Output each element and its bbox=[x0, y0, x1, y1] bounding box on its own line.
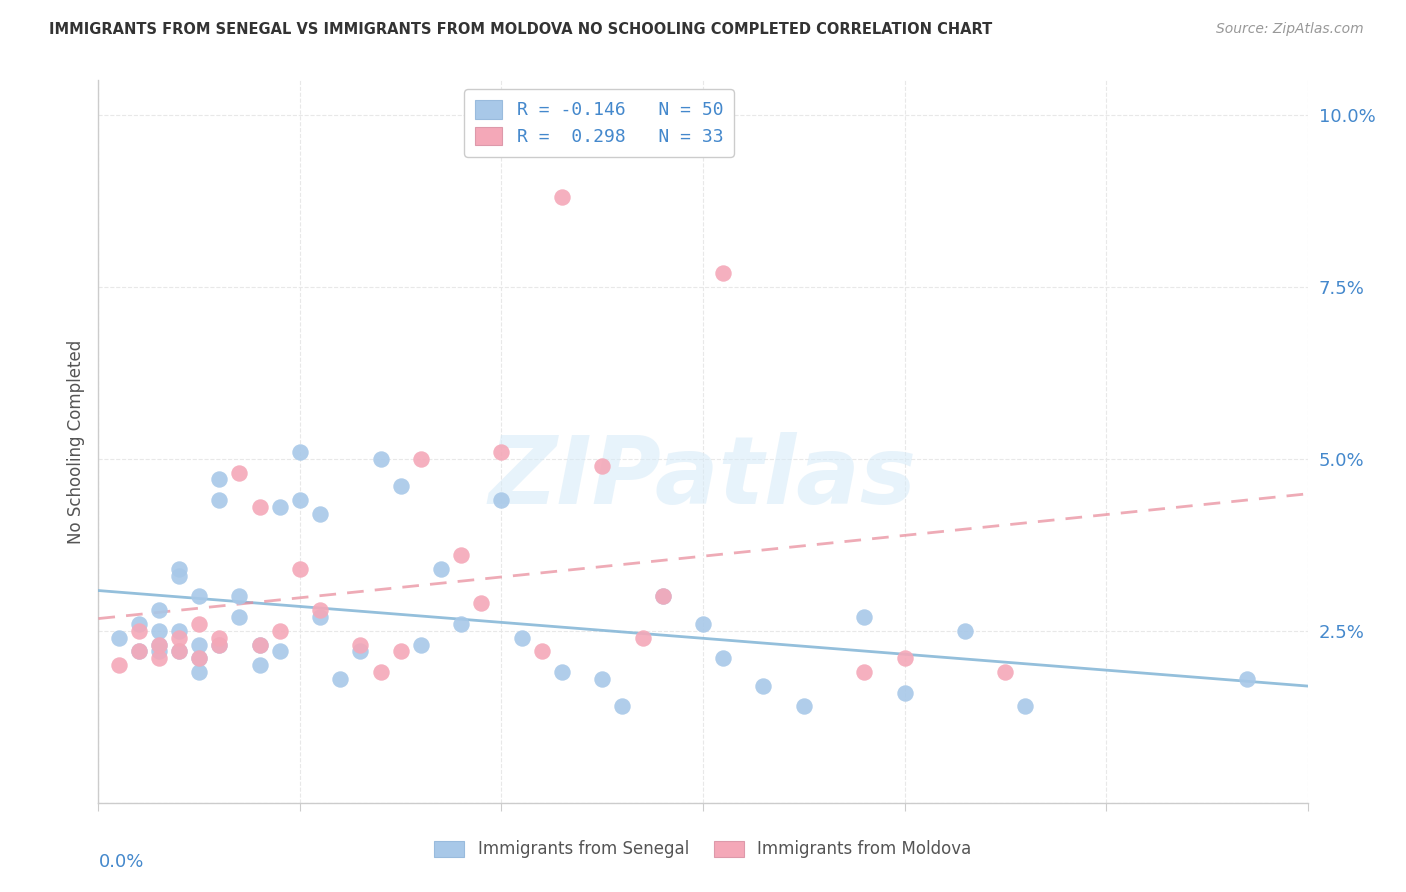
Point bbox=[994, 665, 1017, 679]
Point bbox=[208, 472, 231, 486]
Point bbox=[651, 590, 673, 604]
Point bbox=[167, 568, 190, 582]
Point bbox=[591, 458, 613, 473]
Point bbox=[128, 644, 150, 658]
Point bbox=[148, 644, 170, 658]
Point bbox=[450, 616, 472, 631]
Point bbox=[370, 665, 392, 679]
Point bbox=[188, 616, 211, 631]
Point bbox=[389, 479, 412, 493]
Point bbox=[793, 699, 815, 714]
Point bbox=[1236, 672, 1258, 686]
Point bbox=[853, 665, 876, 679]
Point bbox=[208, 493, 231, 508]
Point bbox=[370, 451, 392, 466]
Point bbox=[167, 644, 190, 658]
Point bbox=[853, 610, 876, 624]
Point bbox=[389, 644, 412, 658]
Point bbox=[893, 651, 915, 665]
Point bbox=[349, 644, 371, 658]
Point bbox=[651, 590, 673, 604]
Point bbox=[167, 562, 190, 576]
Point bbox=[470, 596, 492, 610]
Point bbox=[409, 638, 432, 652]
Point bbox=[612, 699, 634, 714]
Point bbox=[329, 672, 352, 686]
Point bbox=[148, 638, 170, 652]
Point bbox=[551, 665, 574, 679]
Point bbox=[249, 658, 271, 673]
Point bbox=[269, 500, 291, 514]
Point bbox=[188, 590, 211, 604]
Point bbox=[752, 679, 775, 693]
Point bbox=[288, 562, 311, 576]
Point bbox=[128, 624, 150, 638]
Point bbox=[208, 638, 231, 652]
Point bbox=[288, 445, 311, 459]
Point bbox=[1014, 699, 1036, 714]
Point bbox=[188, 651, 211, 665]
Point bbox=[188, 638, 211, 652]
Point bbox=[148, 638, 170, 652]
Point bbox=[167, 631, 190, 645]
Point bbox=[249, 638, 271, 652]
Point bbox=[148, 624, 170, 638]
Point bbox=[188, 665, 211, 679]
Point bbox=[288, 493, 311, 508]
Point bbox=[450, 548, 472, 562]
Point bbox=[309, 507, 332, 521]
Point bbox=[228, 466, 250, 480]
Point bbox=[107, 658, 129, 673]
Text: Source: ZipAtlas.com: Source: ZipAtlas.com bbox=[1216, 22, 1364, 37]
Legend: Immigrants from Senegal, Immigrants from Moldova: Immigrants from Senegal, Immigrants from… bbox=[426, 832, 980, 867]
Point bbox=[228, 610, 250, 624]
Point bbox=[228, 590, 250, 604]
Point bbox=[430, 562, 453, 576]
Point bbox=[188, 651, 211, 665]
Point bbox=[711, 651, 734, 665]
Point bbox=[249, 638, 271, 652]
Point bbox=[953, 624, 976, 638]
Point bbox=[269, 644, 291, 658]
Point bbox=[167, 644, 190, 658]
Point bbox=[309, 603, 332, 617]
Point bbox=[107, 631, 129, 645]
Point bbox=[309, 610, 332, 624]
Text: 0.0%: 0.0% bbox=[98, 854, 143, 871]
Point bbox=[551, 190, 574, 204]
Point bbox=[148, 603, 170, 617]
Point bbox=[208, 638, 231, 652]
Point bbox=[491, 493, 513, 508]
Point bbox=[167, 624, 190, 638]
Point bbox=[591, 672, 613, 686]
Point bbox=[893, 686, 915, 700]
Point bbox=[208, 631, 231, 645]
Point bbox=[148, 651, 170, 665]
Point bbox=[128, 644, 150, 658]
Point bbox=[269, 624, 291, 638]
Point bbox=[631, 631, 654, 645]
Text: IMMIGRANTS FROM SENEGAL VS IMMIGRANTS FROM MOLDOVA NO SCHOOLING COMPLETED CORREL: IMMIGRANTS FROM SENEGAL VS IMMIGRANTS FR… bbox=[49, 22, 993, 37]
Point bbox=[249, 500, 271, 514]
Point bbox=[349, 638, 371, 652]
Text: ZIPatlas: ZIPatlas bbox=[489, 432, 917, 524]
Point bbox=[128, 616, 150, 631]
Point bbox=[711, 266, 734, 280]
Point bbox=[530, 644, 553, 658]
Point bbox=[491, 445, 513, 459]
Y-axis label: No Schooling Completed: No Schooling Completed bbox=[66, 340, 84, 543]
Point bbox=[510, 631, 533, 645]
Point bbox=[692, 616, 714, 631]
Point bbox=[409, 451, 432, 466]
